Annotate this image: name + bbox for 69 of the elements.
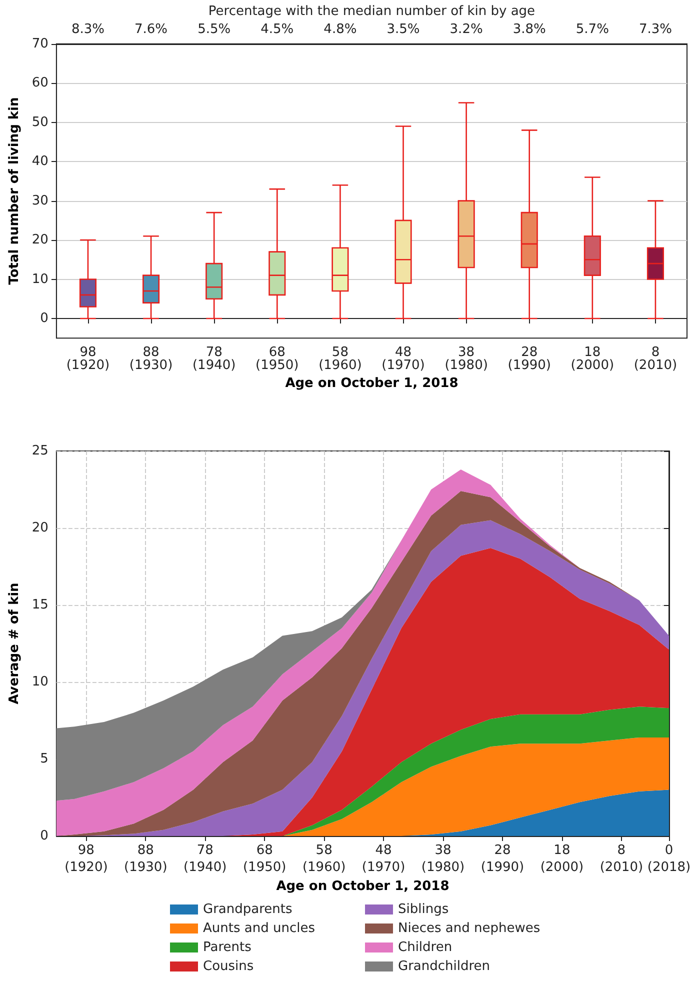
y-tick-label: 5 bbox=[40, 752, 48, 766]
y-tick-label: 50 bbox=[32, 114, 48, 130]
x2-tick-label: (1990) bbox=[480, 860, 524, 875]
y-tick-label: 10 bbox=[32, 674, 48, 690]
x-tick-label: 48 bbox=[375, 843, 392, 858]
x-tick-label: 48 (1970) bbox=[382, 345, 425, 374]
y-tick-label: 20 bbox=[32, 232, 48, 248]
y-tick-label: 0 bbox=[40, 828, 48, 844]
x-tick-label: 18 bbox=[554, 843, 570, 858]
x2-tick-label: (1980) bbox=[421, 860, 465, 875]
x-tick-label: 78 (1940) bbox=[192, 345, 236, 374]
y-tick-label: 40 bbox=[32, 154, 48, 170]
x-tick-label: 78 bbox=[196, 843, 214, 858]
legend-label: Parents bbox=[203, 940, 252, 955]
text: 5.7% bbox=[576, 22, 609, 37]
y-tick-label: 60 bbox=[32, 76, 48, 91]
x-tick-label: 88 (1930) bbox=[129, 345, 173, 374]
text: 4.5% bbox=[260, 22, 294, 37]
y-tick-label: 20 bbox=[32, 520, 48, 536]
x2-tick-label: (1950) bbox=[242, 860, 286, 875]
x2-tick-label: (2000) bbox=[540, 860, 584, 875]
x-tick-label: 8 bbox=[617, 843, 626, 858]
x-tick-label: 28 bbox=[494, 843, 511, 858]
x2-tick-label: (1920) bbox=[64, 860, 108, 875]
legend-label: Aunts and uncles bbox=[203, 921, 316, 936]
x2-tick-label: (1930) bbox=[124, 860, 168, 875]
text: 7.6% bbox=[134, 22, 168, 37]
x2-tick-label: (2010) bbox=[600, 860, 644, 875]
y-tick-label: 25 bbox=[32, 444, 48, 458]
y-tick-label: 15 bbox=[32, 598, 48, 612]
x2-axis-title: Percentage with the median number of kin by age bbox=[208, 4, 536, 19]
x-tick-label: 98 (1920) bbox=[66, 345, 110, 374]
x-tick-label: 38 (1980) bbox=[444, 345, 488, 374]
text: 3.5% bbox=[386, 22, 420, 37]
text: 4.8% bbox=[324, 22, 357, 37]
x-tick-label: 88 bbox=[137, 843, 154, 858]
x2-tick-label: (1960) bbox=[302, 860, 346, 875]
legend-label: Grandparents bbox=[203, 902, 292, 917]
y-tick-label: 10 bbox=[32, 272, 48, 287]
x-tick-label: 28 (1990) bbox=[508, 345, 551, 374]
legend-label: Nieces and nephewes bbox=[398, 921, 540, 936]
x-tick-label: 8 (2010) bbox=[634, 345, 678, 374]
text: 3.8% bbox=[512, 22, 546, 37]
text: 3.2% bbox=[450, 22, 483, 37]
y-tick-label: 30 bbox=[32, 193, 48, 208]
x2-tick-label: (1970) bbox=[362, 860, 406, 875]
legend-label: Children bbox=[398, 940, 452, 955]
x-tick-label: 68 (1950) bbox=[256, 345, 299, 374]
x-tick-label: 68 bbox=[256, 843, 273, 858]
y-axis-title: Total number of living kin bbox=[7, 97, 22, 285]
x2-tick-label: (1940) bbox=[184, 860, 227, 875]
x-tick-label: 38 bbox=[434, 843, 452, 858]
x-tick-label: 58 (1960) bbox=[318, 345, 362, 374]
x-tick-label: 0 bbox=[664, 843, 674, 858]
y-tick-label: 70 bbox=[32, 36, 48, 52]
x-axis-title: Age on October 1, 2018 bbox=[276, 879, 450, 894]
legend-label: Cousins bbox=[203, 959, 254, 974]
y-axis-title: Average # of kin bbox=[7, 582, 22, 704]
x-tick-label: 18 (2000) bbox=[570, 345, 614, 374]
legend-label: Siblings bbox=[398, 902, 449, 917]
text: 7.3% bbox=[638, 22, 672, 37]
x-axis-title: Age on October 1, 2018 bbox=[285, 376, 458, 391]
y-tick-label: 0 bbox=[40, 310, 48, 326]
x-tick-label: 58 bbox=[316, 843, 332, 858]
x-tick-label: 98 bbox=[78, 843, 94, 858]
x2-tick-label: (2018) bbox=[647, 860, 691, 875]
text: 8.3% bbox=[71, 22, 104, 37]
legend-label: Grandchildren bbox=[398, 959, 490, 974]
text: 5.5% bbox=[198, 22, 231, 37]
